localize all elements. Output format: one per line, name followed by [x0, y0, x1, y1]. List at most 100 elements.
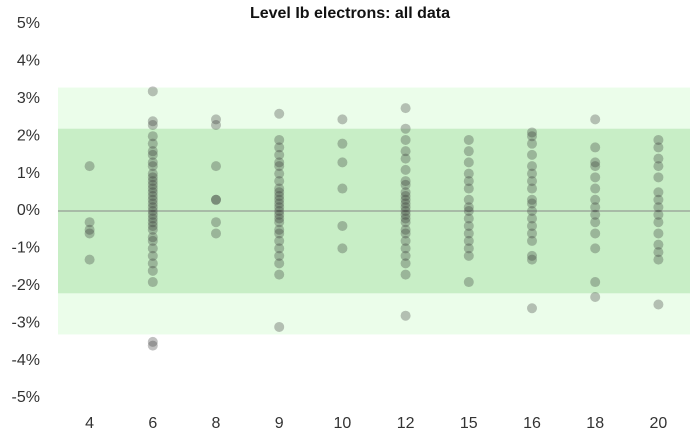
- data-point: [147, 277, 158, 288]
- data-point: [147, 176, 158, 187]
- y-tick-label: -5%: [12, 389, 40, 406]
- data-point: [274, 108, 285, 119]
- data-point: [590, 114, 601, 125]
- data-point: [84, 224, 95, 235]
- data-point: [84, 217, 95, 228]
- data-point: [147, 340, 158, 351]
- data-point: [337, 138, 348, 149]
- data-point: [274, 243, 285, 254]
- data-point: [147, 224, 158, 235]
- y-tick-label: 0%: [17, 202, 40, 219]
- data-point: [147, 206, 158, 216]
- data-point: [147, 198, 158, 209]
- data-point: [274, 187, 285, 198]
- data-point: [274, 202, 285, 213]
- data-point: [653, 134, 664, 145]
- data-point: [463, 228, 474, 239]
- data-point: [527, 176, 537, 187]
- data-point: [337, 243, 348, 254]
- data-point: [400, 191, 411, 202]
- data-point: [527, 303, 537, 314]
- data-point: [147, 86, 158, 97]
- data-point: [274, 235, 285, 246]
- chart-title: Level Ib electrons: all data: [250, 5, 450, 22]
- data-point: [274, 194, 285, 205]
- data-point: [147, 258, 158, 269]
- data-point: [400, 164, 411, 175]
- y-tick-label: 4%: [17, 53, 40, 70]
- data-point: [274, 142, 285, 153]
- data-point: [590, 202, 601, 213]
- data-point: [590, 183, 601, 194]
- data-point: [590, 243, 601, 254]
- data-point: [653, 194, 664, 205]
- data-point: [653, 142, 664, 153]
- data-point: [527, 131, 537, 142]
- data-point: [211, 217, 221, 228]
- data-point: [400, 217, 411, 228]
- data-point: [400, 269, 411, 280]
- data-point: [274, 321, 285, 332]
- data-point: [211, 119, 221, 130]
- data-point: [147, 131, 158, 142]
- data-point: [400, 224, 411, 235]
- data-point: [147, 157, 158, 168]
- data-point: [653, 172, 664, 183]
- data-point: [84, 161, 95, 172]
- data-point: [147, 168, 158, 179]
- data-point: [147, 250, 158, 261]
- data-point: [463, 206, 474, 216]
- x-tick-label: 16: [523, 415, 541, 432]
- data-point: [147, 138, 158, 149]
- data-point: [400, 179, 411, 190]
- data-point: [463, 250, 474, 261]
- data-point: [463, 146, 474, 157]
- data-point: [274, 258, 285, 269]
- x-tick-label: 18: [586, 415, 604, 432]
- data-point: [590, 157, 601, 168]
- data-point: [463, 183, 474, 194]
- data-point: [274, 250, 285, 261]
- data-point: [147, 265, 158, 276]
- data-point: [653, 299, 664, 310]
- y-tick-label: 3%: [17, 90, 40, 107]
- x-tick-label: 12: [397, 415, 415, 432]
- data-point: [84, 228, 95, 239]
- data-point: [653, 254, 664, 265]
- data-point: [211, 114, 221, 125]
- x-tick-label: 4: [85, 415, 94, 432]
- data-point: [653, 153, 664, 164]
- data-point: [463, 202, 474, 213]
- data-point: [147, 336, 158, 347]
- data-point: [274, 228, 285, 239]
- data-point: [590, 142, 601, 153]
- data-point: [400, 194, 411, 205]
- data-point: [653, 247, 664, 258]
- data-point: [147, 217, 158, 228]
- data-point: [147, 232, 158, 243]
- x-tick-label: 6: [148, 415, 157, 432]
- data-point: [211, 194, 221, 205]
- data-point: [274, 168, 285, 179]
- data-point: [400, 310, 411, 321]
- data-point: [527, 127, 537, 138]
- data-point: [274, 157, 285, 168]
- data-point: [463, 168, 474, 179]
- data-point: [400, 250, 411, 261]
- data-point: [590, 217, 601, 228]
- data-point: [274, 134, 285, 145]
- data-point: [147, 194, 158, 205]
- x-tick-label: 15: [460, 415, 478, 432]
- data-point: [274, 217, 285, 228]
- data-point: [400, 103, 411, 114]
- data-point: [527, 161, 537, 172]
- data-point: [274, 176, 285, 187]
- data-point: [211, 161, 221, 172]
- data-point: [147, 243, 158, 254]
- data-point: [527, 220, 537, 231]
- data-point: [400, 258, 411, 269]
- data-point: [527, 138, 537, 149]
- x-tick-label: 20: [650, 415, 668, 432]
- data-point: [147, 191, 158, 202]
